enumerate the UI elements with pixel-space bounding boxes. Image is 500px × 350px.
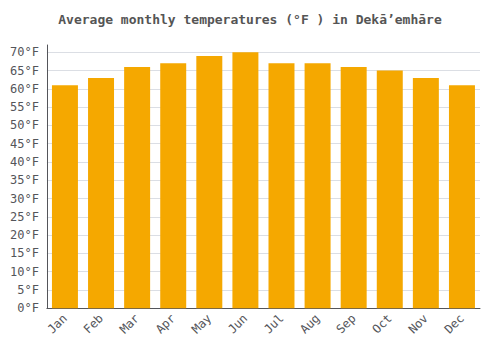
svg-text:25°F: 25°F (10, 210, 39, 224)
svg-text:Feb: Feb (81, 311, 106, 336)
svg-text:70°F: 70°F (10, 45, 39, 59)
svg-text:Apr: Apr (153, 311, 178, 336)
svg-text:Mar: Mar (117, 311, 142, 336)
svg-text:5°F: 5°F (17, 283, 39, 297)
svg-text:Oct: Oct (370, 311, 395, 336)
svg-text:Aug: Aug (297, 311, 322, 336)
svg-text:Average monthly temperatures (: Average monthly temperatures (°F ) in De… (58, 12, 442, 27)
svg-text:15°F: 15°F (10, 246, 39, 260)
svg-text:45°F: 45°F (10, 137, 39, 151)
svg-text:20°F: 20°F (10, 228, 39, 242)
svg-text:60°F: 60°F (10, 82, 39, 96)
svg-text:May: May (189, 311, 214, 336)
svg-text:Jul: Jul (261, 311, 286, 336)
svg-text:Jun: Jun (225, 311, 250, 336)
svg-text:0°F: 0°F (17, 301, 39, 315)
svg-text:Dec: Dec (442, 311, 467, 336)
svg-text:55°F: 55°F (10, 100, 39, 114)
svg-text:Jan: Jan (45, 311, 70, 336)
svg-text:65°F: 65°F (10, 64, 39, 78)
svg-text:40°F: 40°F (10, 155, 39, 169)
svg-text:Sep: Sep (333, 311, 358, 336)
svg-text:50°F: 50°F (10, 118, 39, 132)
svg-text:10°F: 10°F (10, 265, 39, 279)
svg-text:35°F: 35°F (10, 173, 39, 187)
svg-text:30°F: 30°F (10, 192, 39, 206)
svg-text:Nov: Nov (406, 311, 431, 336)
